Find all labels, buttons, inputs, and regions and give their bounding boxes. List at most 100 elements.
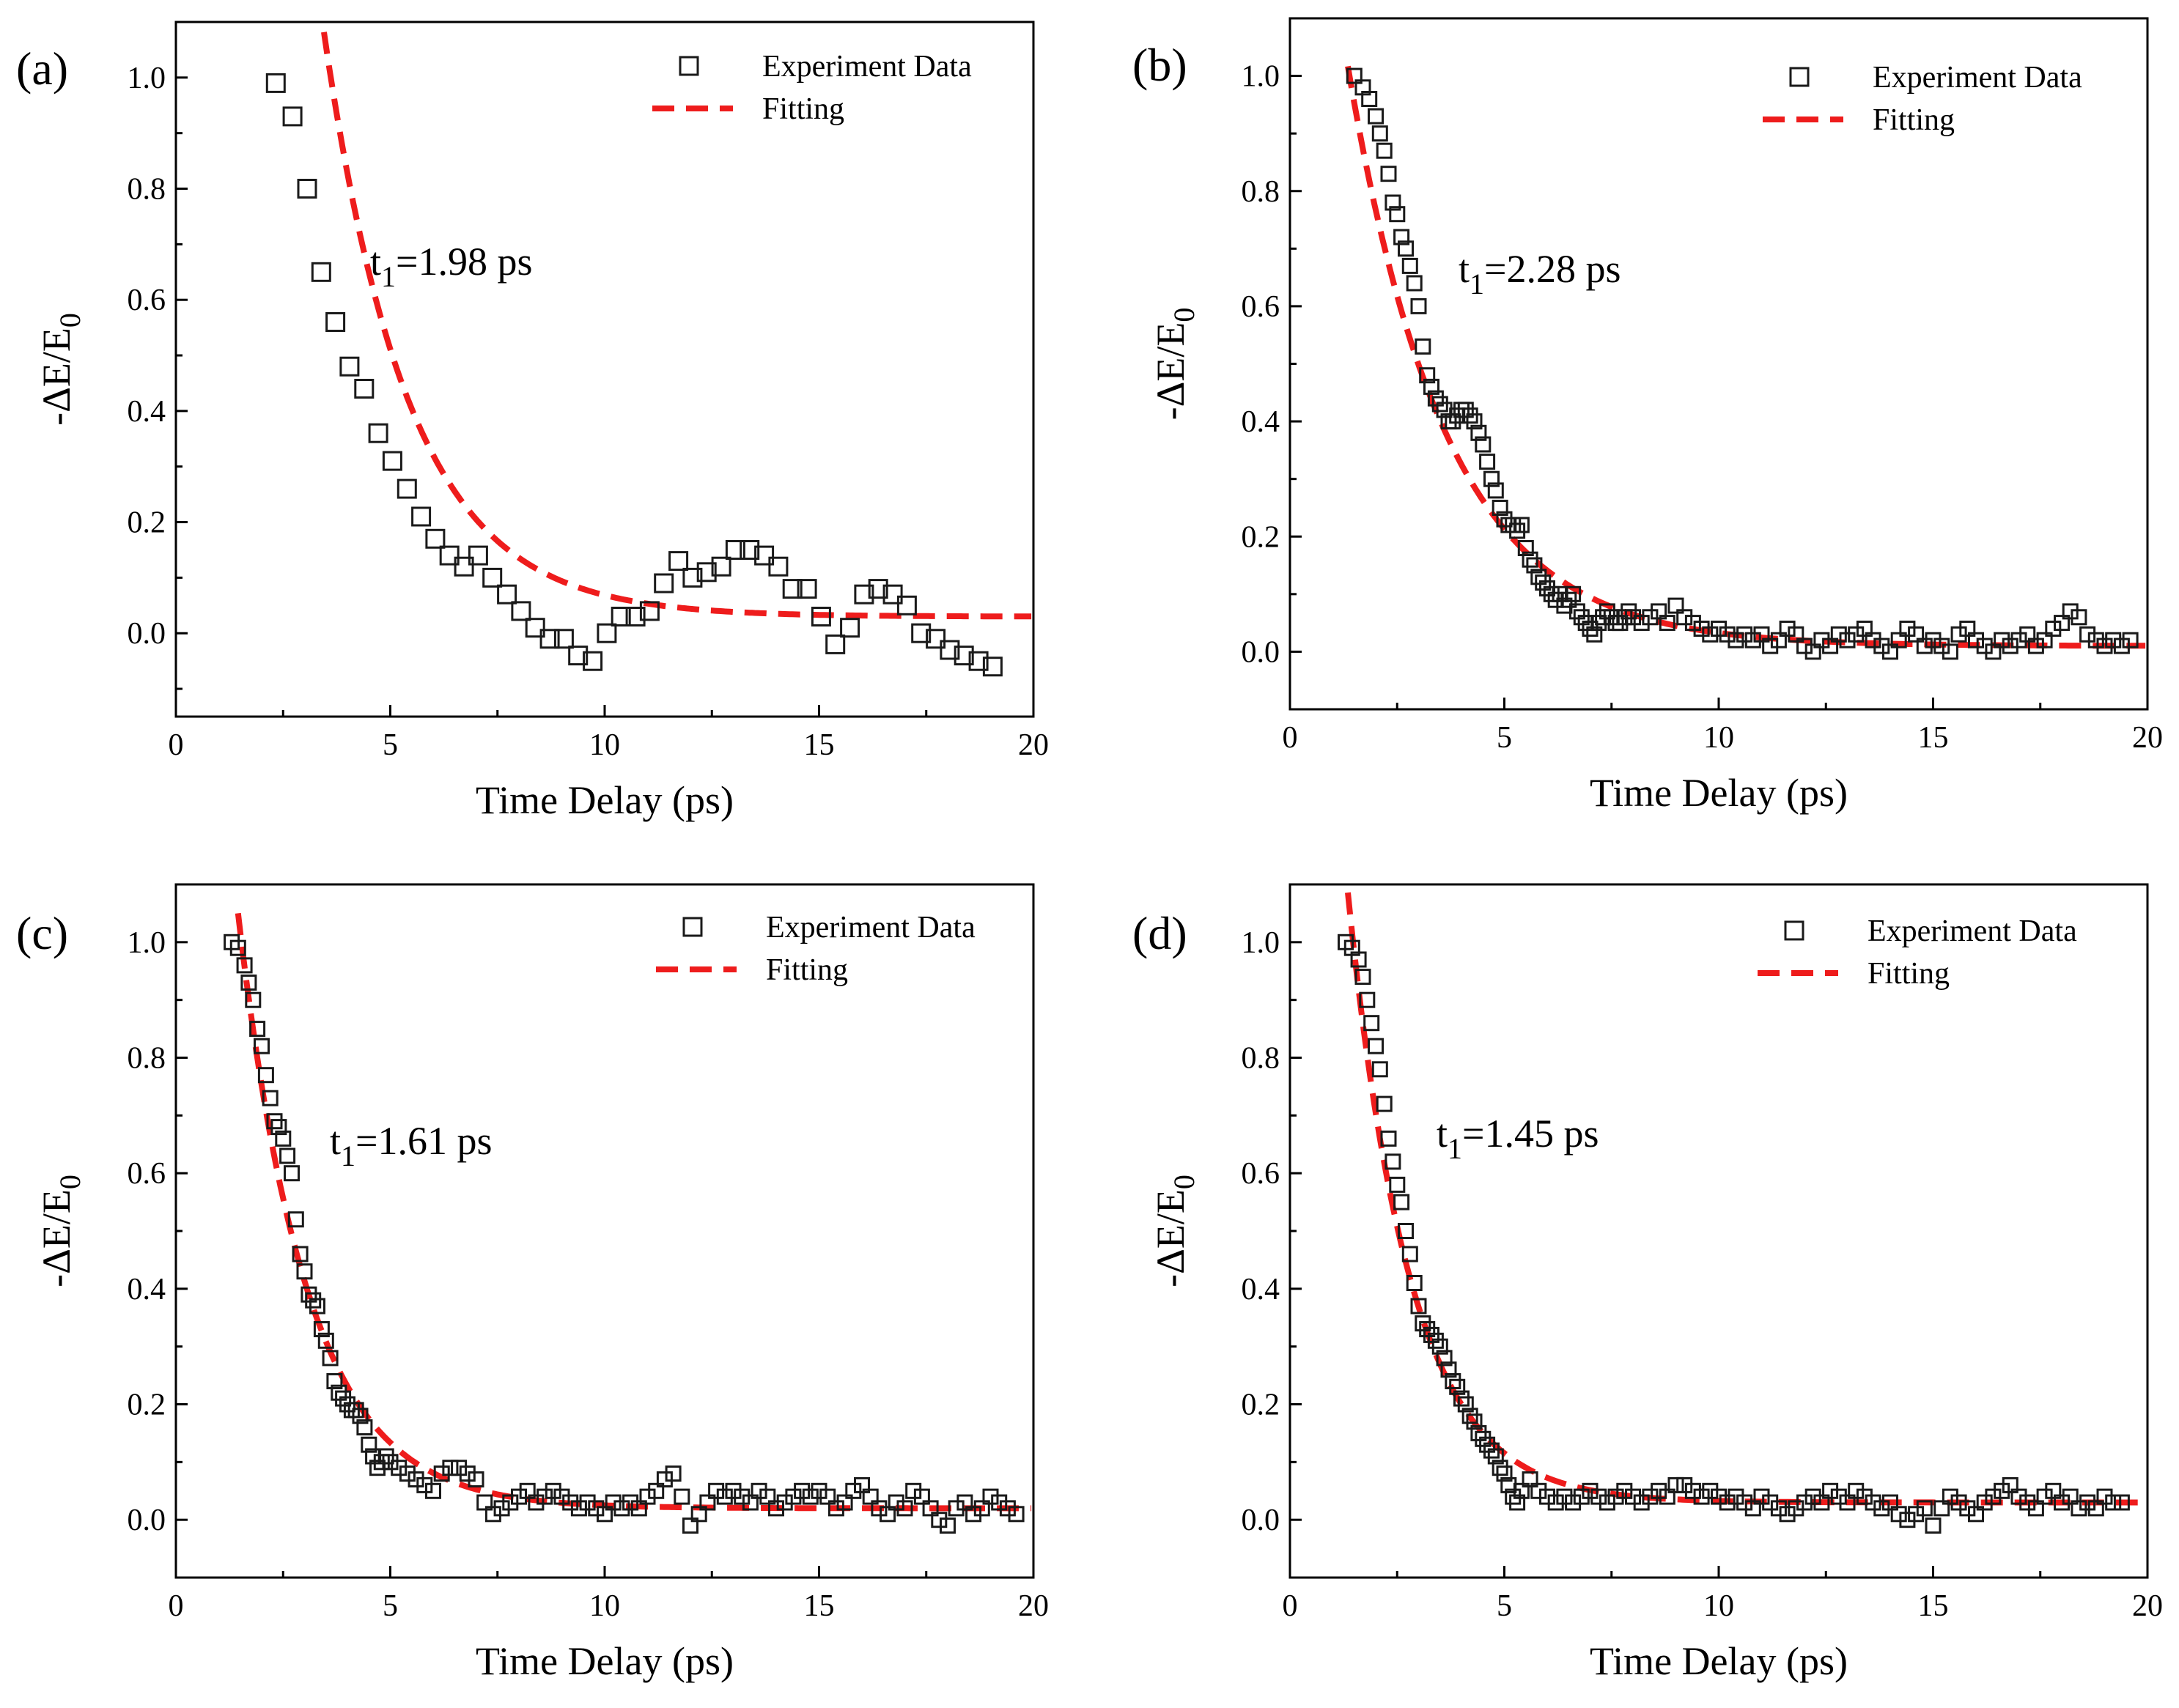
- data-point: [797, 579, 817, 599]
- data-point: [871, 1500, 888, 1517]
- data-point: [325, 312, 346, 332]
- data-point: [265, 73, 286, 93]
- y-tick-label: 0.2: [1242, 520, 1280, 554]
- data-point: [1371, 125, 1388, 142]
- data-point: [740, 540, 760, 560]
- data-point: [249, 1021, 266, 1038]
- data-point: [1389, 1176, 1406, 1193]
- data-point: [2071, 1500, 2087, 1517]
- data-point: [1457, 402, 1474, 418]
- data-point: [1890, 1506, 1907, 1523]
- data-point: [1457, 1396, 1474, 1413]
- legend-marker-data: [679, 56, 699, 76]
- data-point: [725, 1482, 742, 1499]
- legend: Experiment Data Fitting: [656, 911, 976, 987]
- y-tick-label: 0.8: [1242, 1042, 1280, 1076]
- data-point: [1398, 1223, 1414, 1239]
- y-tick-label: 0.0: [1242, 635, 1280, 669]
- data-point: [1354, 969, 1371, 986]
- annotation-main: t: [370, 240, 381, 284]
- data-point: [240, 975, 257, 991]
- data-point: [262, 1090, 279, 1106]
- data-point: [339, 356, 360, 377]
- data-point: [1651, 1482, 1667, 1499]
- data-point: [605, 1494, 622, 1511]
- data-point: [361, 1436, 377, 1453]
- data-point: [331, 1384, 347, 1401]
- x-tick-label: 0: [1283, 1589, 1298, 1623]
- data-point: [1693, 621, 1710, 637]
- data-point: [1371, 1061, 1388, 1078]
- data-point: [682, 567, 703, 588]
- data-point: [973, 1500, 990, 1517]
- data-point: [1513, 517, 1530, 533]
- data-point: [309, 1298, 325, 1315]
- data-point: [1642, 609, 1659, 626]
- data-point: [611, 607, 631, 626]
- data-point: [696, 562, 717, 583]
- x-tick-label: 5: [383, 728, 398, 762]
- data-point: [968, 651, 989, 671]
- data-point: [1461, 1408, 1478, 1424]
- data-point: [1530, 1482, 1547, 1499]
- data-point: [1431, 1338, 1448, 1355]
- data-point: [245, 991, 262, 1008]
- annotation-sub: 1: [1448, 1132, 1462, 1165]
- y-tick-label: 0.6: [128, 284, 166, 317]
- data-point: [1744, 1500, 1761, 1517]
- data-point: [416, 1476, 433, 1493]
- y-tick-label: 0.6: [1242, 1157, 1280, 1191]
- data-point: [1676, 609, 1693, 626]
- annotation-sub: 1: [1470, 267, 1484, 300]
- data-point: [356, 1419, 373, 1435]
- data-point: [768, 556, 789, 577]
- data-point: [639, 601, 660, 621]
- data-point: [711, 556, 731, 577]
- data-point: [1925, 1517, 1942, 1534]
- data-point: [2071, 609, 2087, 626]
- data-point: [2096, 637, 2113, 654]
- data-point: [1461, 407, 1478, 424]
- data-point: [1410, 1298, 1427, 1315]
- data-point: [759, 1488, 776, 1505]
- data-point: [882, 584, 903, 605]
- data-point: [1475, 436, 1492, 453]
- annotation-sub: 1: [341, 1139, 355, 1172]
- data-point: [1479, 454, 1496, 470]
- data-point: [1487, 482, 1504, 499]
- data-point: [2019, 1494, 2036, 1511]
- x-tick-label: 5: [1497, 1589, 1512, 1623]
- data-point: [1363, 1015, 1380, 1032]
- data-point: [1547, 1494, 1564, 1511]
- data-point: [845, 1482, 862, 1499]
- data-point: [1908, 1506, 1925, 1523]
- data-point: [1427, 390, 1444, 407]
- data-point: [2045, 621, 2062, 637]
- data-point: [1950, 626, 1967, 643]
- x-tick-label: 0: [169, 728, 184, 762]
- data-point: [1839, 1494, 1856, 1511]
- data-point: [1856, 621, 1873, 637]
- x-tick-label: 20: [1018, 728, 1049, 762]
- data-point: [1976, 637, 1993, 654]
- x-tick-label: 10: [1703, 1589, 1734, 1623]
- data-point: [2002, 1476, 2018, 1493]
- data-point: [1376, 1095, 1393, 1112]
- data-point: [654, 573, 674, 594]
- legend-label-fit: Fitting: [762, 92, 844, 126]
- annotation-sub: 1: [381, 260, 396, 293]
- time-constant-annotation: t1=1.45 ps: [1437, 1112, 1599, 1165]
- data-point: [1890, 632, 1907, 648]
- data-point: [1676, 1476, 1693, 1493]
- x-tick-label: 20: [1018, 1589, 1049, 1623]
- data-point: [1385, 194, 1401, 211]
- data-point: [639, 1488, 656, 1505]
- data-point: [597, 1506, 613, 1523]
- data-point: [1908, 626, 1925, 643]
- data-point: [1667, 597, 1684, 614]
- data-point: [1522, 1471, 1538, 1487]
- data-point: [1539, 1488, 1555, 1505]
- data-point: [1359, 991, 1376, 1008]
- data-point: [311, 262, 331, 282]
